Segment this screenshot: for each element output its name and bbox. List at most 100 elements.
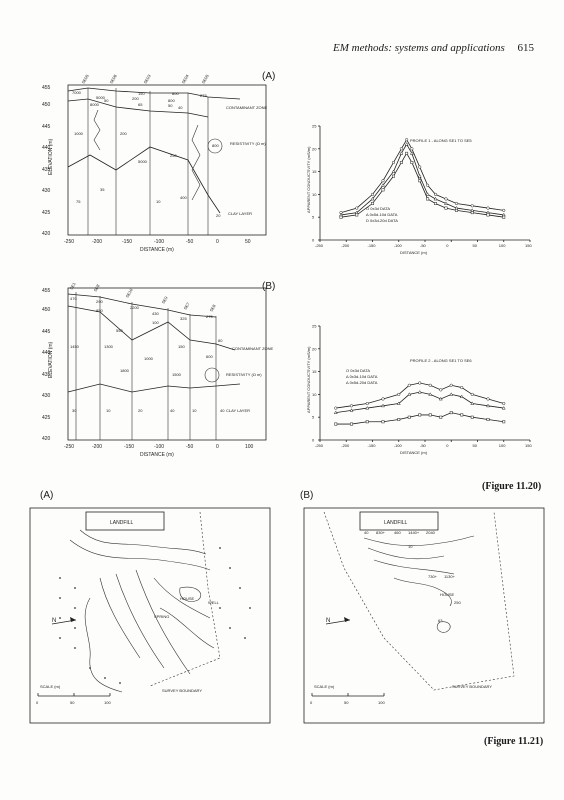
data-point <box>425 192 430 196</box>
section-b-frame <box>67 287 267 441</box>
map-a-frame <box>29 507 271 724</box>
house-label: HOUSE <box>440 592 455 597</box>
data-point <box>418 179 422 183</box>
data-point <box>399 151 404 155</box>
data-point <box>486 213 490 217</box>
svg-text:250: 250 <box>170 153 177 158</box>
svg-text:1130+: 1130+ <box>444 574 456 579</box>
svg-text:1800: 1800 <box>120 368 130 373</box>
data-point <box>365 401 369 406</box>
data-point <box>470 401 475 405</box>
svg-text:10: 10 <box>408 544 413 549</box>
data-point <box>428 413 432 417</box>
data-point <box>349 404 354 408</box>
data-point <box>355 206 359 210</box>
data-point <box>455 208 458 212</box>
data-point <box>486 397 490 401</box>
svg-text:800: 800 <box>172 91 179 96</box>
contaminant-boundary <box>67 305 236 351</box>
landfill-box <box>359 511 439 531</box>
chart-ylabel: APPARENT CONDUCTIVITY (mS/m) <box>306 146 311 213</box>
ytick: 440 <box>42 145 51 151</box>
fig20-label-a: (A) <box>262 71 276 82</box>
svg-text:1500: 1500 <box>172 372 182 377</box>
x-tick-label: -50 <box>420 443 427 448</box>
xtick: 0 <box>216 239 219 245</box>
data-point <box>438 396 443 401</box>
well-label: WELL <box>208 600 220 605</box>
svg-text:80: 80 <box>218 338 223 343</box>
resistivity-values: 470 290 2200 430 325 275 850 100 80 550 … <box>70 296 225 413</box>
data-point <box>381 420 385 424</box>
svg-text:40: 40 <box>220 408 225 413</box>
svg-text:65: 65 <box>138 102 143 107</box>
y-tick-label: 15 <box>312 369 317 374</box>
landfill-label: LANDFILL <box>110 520 134 526</box>
data-point <box>418 165 422 169</box>
y-tick-label: 25 <box>312 124 317 129</box>
data-point <box>381 403 385 408</box>
svg-text:0: 0 <box>310 700 313 705</box>
svg-text:SCALE (m): SCALE (m) <box>40 684 61 689</box>
resistivity-label: RESISTIVITY (Ω m) <box>230 141 266 146</box>
page-number: 615 <box>517 42 535 54</box>
contaminant-label: CONTAMINANT ZONE <box>226 105 268 110</box>
data-point <box>397 418 401 421</box>
ytick: 455 <box>42 85 51 91</box>
y-tick-label: 10 <box>312 392 317 397</box>
contaminant-label: CONTAMINANT ZONE <box>232 346 274 351</box>
svg-text:10: 10 <box>192 408 197 413</box>
svg-text:50: 50 <box>70 700 75 705</box>
ground-surface <box>67 87 241 100</box>
data-point <box>405 151 409 155</box>
svg-text:150: 150 <box>178 344 185 349</box>
data-point <box>391 169 396 173</box>
data-point <box>426 183 430 187</box>
xtick: -100 <box>154 444 164 450</box>
section-b-ylabel: ELEVATION (m) <box>48 341 54 378</box>
y-tick-label: 5 <box>312 215 315 220</box>
data-point <box>433 192 438 196</box>
resistivity-key-circle <box>204 367 220 383</box>
section-b-yticks: 420 425 430 435 440 445 450 455 <box>42 288 51 442</box>
svg-text:0: 0 <box>36 700 39 705</box>
survey-boundary <box>149 511 221 687</box>
data-point <box>399 147 403 151</box>
data-point <box>405 138 409 142</box>
figure-11-21-caption: (Figure 11.21) <box>484 736 544 747</box>
svg-text:1440+: 1440+ <box>408 530 420 535</box>
data-point <box>454 201 459 206</box>
data-point <box>404 142 409 146</box>
ytick: 455 <box>42 288 51 294</box>
svg-text:1000: 1000 <box>74 131 84 136</box>
data-point <box>439 388 443 392</box>
svg-text:75: 75 <box>76 199 81 204</box>
survey-boundary-label: SURVEY BOUNDARY <box>162 688 202 693</box>
station-labels: SE05 SE06 SE03 SE04 SE05 <box>81 73 211 85</box>
svg-text:SE04: SE04 <box>181 73 191 85</box>
svg-text:5000: 5000 <box>138 159 148 164</box>
svg-text:63: 63 <box>438 618 443 623</box>
data-point <box>333 410 338 414</box>
chart-xlabel: DISTANCE (m) <box>400 250 428 255</box>
data-point <box>449 411 453 415</box>
section-b: 420 425 430 435 440 445 450 455 -250 -20… <box>42 281 274 458</box>
y-tick-label: 20 <box>312 346 317 351</box>
ytick: 430 <box>42 188 51 194</box>
svg-text:2200: 2200 <box>130 305 140 310</box>
map-a: LANDFILL HOUSE WELL SPRING SURVEY BOUNDA… <box>29 507 271 724</box>
svg-text:SE8: SE8 <box>93 283 101 293</box>
data-point <box>407 415 411 419</box>
resistivity-key-circle <box>207 138 223 154</box>
data-point <box>349 408 354 412</box>
xtick: 100 <box>245 444 254 450</box>
series-line-2 <box>340 143 504 216</box>
x-tick-label: 50 <box>473 243 478 248</box>
data-point <box>409 151 414 155</box>
section-a-xlabel: DISTANCE (m) <box>140 247 174 253</box>
ytick: 425 <box>42 210 51 216</box>
legend-entry: Δ 0x5d-10d DATA <box>366 212 398 217</box>
section-a-ylabel: ELEVATION (m) <box>48 138 54 175</box>
data-point <box>410 161 414 164</box>
svg-text:100: 100 <box>104 700 111 705</box>
